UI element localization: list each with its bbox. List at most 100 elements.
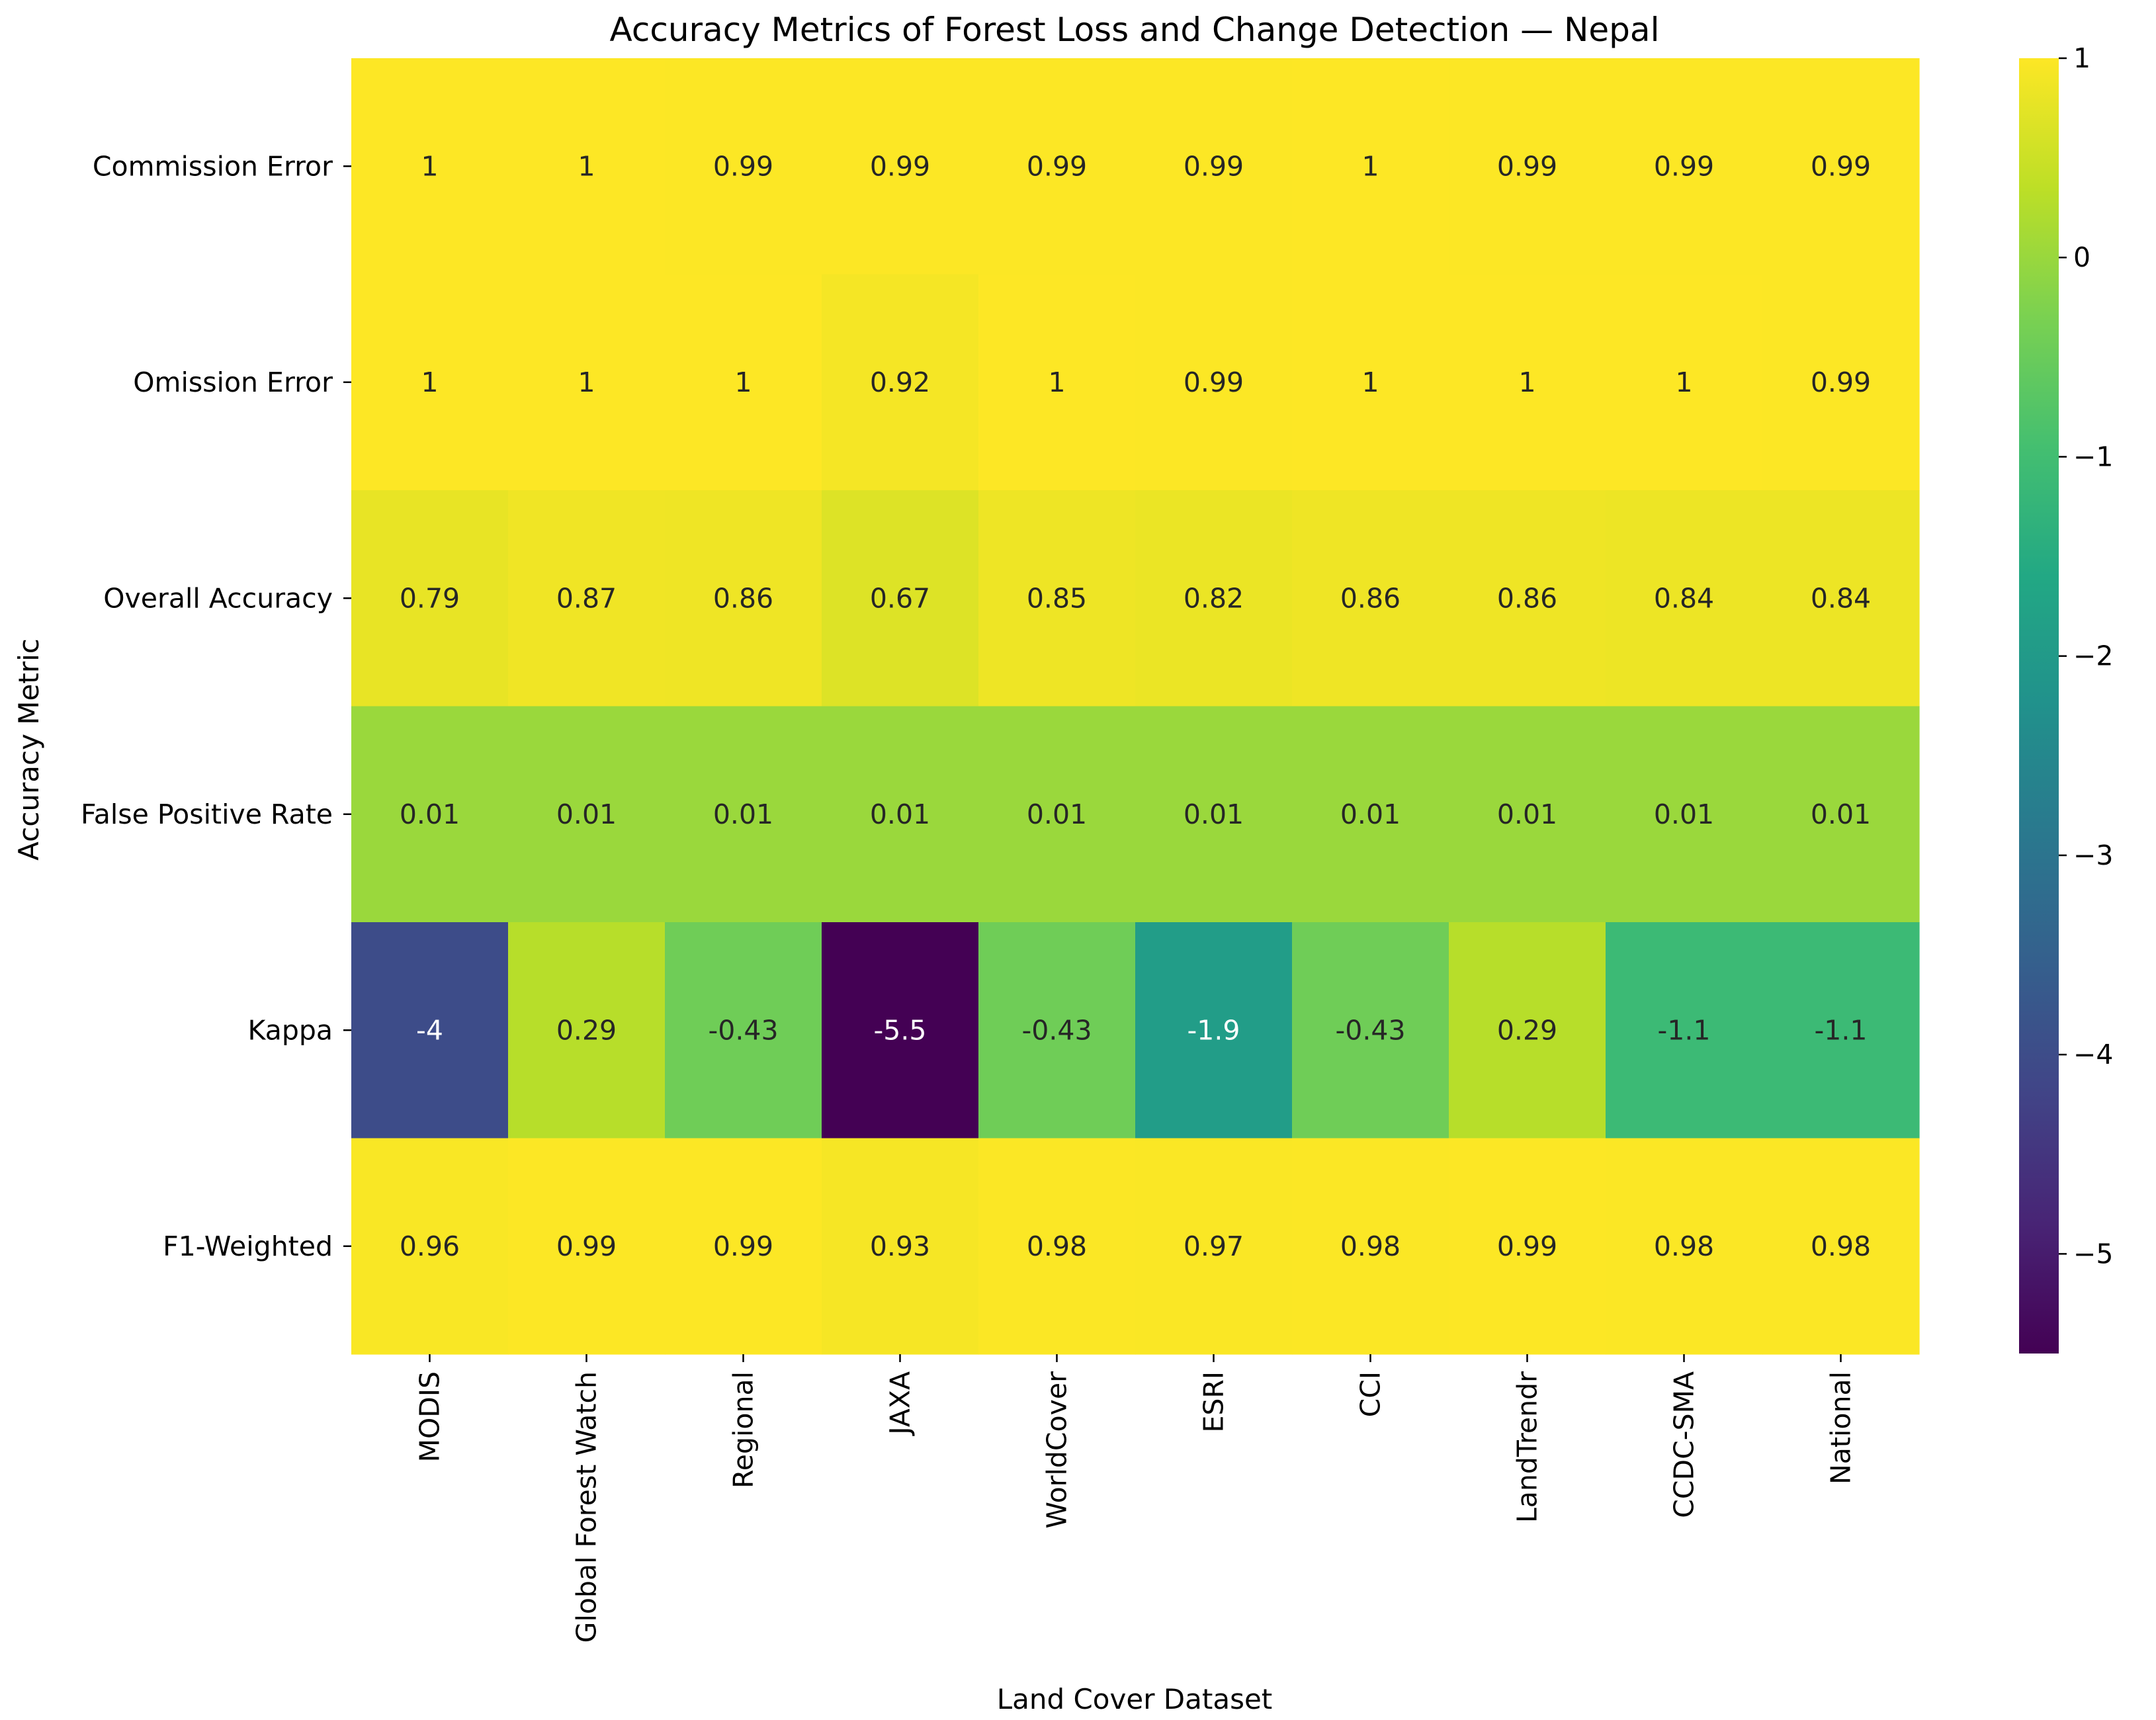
- heatmap-cell: [978, 274, 1136, 491]
- x-tick-label: Global Forest Watch: [571, 1371, 603, 1643]
- colorbar-tick-label: 1: [2073, 42, 2091, 74]
- heatmap-cell: [665, 1138, 822, 1355]
- cell-value-label: 1: [1361, 366, 1379, 398]
- heatmap-cell: [351, 274, 509, 491]
- cell-value-label: 1: [1675, 366, 1692, 398]
- cell-value-label: 1: [734, 366, 752, 398]
- cell-value-label: -0.43: [708, 1014, 778, 1046]
- heatmap-cell: [1606, 922, 1763, 1139]
- heatmap-cell: [978, 490, 1136, 707]
- heatmap-cell: [1762, 58, 1920, 275]
- cell-value-label: 0.01: [870, 798, 930, 830]
- cell-value-label: -1.9: [1187, 1014, 1240, 1046]
- heatmap-cell: [1606, 58, 1763, 275]
- cell-value-label: 0.87: [556, 582, 617, 614]
- x-tick-label: ESRI: [1198, 1371, 1230, 1433]
- y-tick-label: Kappa: [248, 1014, 333, 1046]
- cell-value-label: 0.86: [713, 582, 773, 614]
- x-tick-label: MODIS: [414, 1371, 446, 1462]
- cell-value-label: 0.01: [1497, 798, 1557, 830]
- heatmap-cell: [508, 58, 666, 275]
- x-tick-label: CCI: [1355, 1371, 1387, 1417]
- heatmap-cell: [1292, 58, 1449, 275]
- cell-value-label: 1: [1048, 366, 1065, 398]
- heatmap-cell: [1606, 1138, 1763, 1355]
- heatmap-cell: [1135, 490, 1293, 707]
- cell-value-label: 0.01: [1340, 798, 1401, 830]
- colorbar-ticks: 1 0 −1 −2 −3 −4 −5: [2059, 42, 2113, 1269]
- cell-value-label: 0.01: [1654, 798, 1714, 830]
- cell-value-label: 0.84: [1811, 582, 1871, 614]
- cell-value-label: 0.01: [1027, 798, 1087, 830]
- heatmap-cell: [665, 58, 822, 275]
- heatmap-cell: [1292, 1138, 1449, 1355]
- heatmap-cell: [1606, 274, 1763, 491]
- y-tick-label: False Positive Rate: [81, 798, 333, 830]
- cell-value-label: -4: [416, 1014, 443, 1046]
- cell-value-label: 0.99: [1027, 150, 1087, 182]
- heatmap-cell: [1762, 274, 1920, 491]
- heatmap-cell: [978, 58, 1136, 275]
- cell-value-label: -1.1: [1658, 1014, 1711, 1046]
- heatmap-cell: [1135, 1138, 1293, 1355]
- cell-value-label: 0.86: [1497, 582, 1557, 614]
- cell-value-label: 0.01: [1811, 798, 1871, 830]
- heatmap-cell: [1135, 58, 1293, 275]
- heatmap-cell: [508, 1138, 666, 1355]
- cell-value-label: 0.82: [1184, 582, 1244, 614]
- chart-title: Accuracy Metrics of Forest Loss and Chan…: [610, 11, 1660, 49]
- cell-value-label: 0.99: [1184, 366, 1244, 398]
- y-axis-label: Accuracy Metric: [13, 638, 45, 861]
- heatmap-cell: [1292, 490, 1449, 707]
- x-tick-label: CCDC-SMA: [1668, 1371, 1700, 1518]
- cell-value-label: 1: [421, 366, 438, 398]
- cell-value-label: 0.84: [1654, 582, 1714, 614]
- colorbar-tick-label: −1: [2073, 441, 2113, 472]
- y-tick-label: Omission Error: [133, 366, 333, 398]
- y-tick-label: Overall Accuracy: [103, 582, 333, 614]
- cell-value-label: -0.43: [1021, 1014, 1092, 1046]
- heatmap-cell: [1449, 490, 1606, 707]
- cell-value-label: 0.29: [1497, 1014, 1557, 1046]
- cell-value-label: 0.99: [1497, 1230, 1557, 1262]
- x-tick-label: WorldCover: [1041, 1371, 1073, 1529]
- heatmap-cell: [665, 706, 822, 923]
- heatmap-cell: [822, 490, 979, 707]
- x-tick-label: Regional: [728, 1371, 759, 1488]
- cell-value-label: 0.97: [1184, 1230, 1244, 1262]
- cell-value-label: 0.85: [1027, 582, 1087, 614]
- heatmap-cell: [351, 1138, 509, 1355]
- heatmap-cell: [1762, 490, 1920, 707]
- cell-value-label: 1: [1361, 150, 1379, 182]
- cell-value-label: 0.99: [870, 150, 930, 182]
- heatmap-cell: [822, 274, 979, 491]
- x-axis-label: Land Cover Dataset: [997, 1683, 1273, 1715]
- cell-value-label: 0.79: [400, 582, 460, 614]
- heatmap-cell: [351, 490, 509, 707]
- heatmap-cell: [1449, 58, 1606, 275]
- heatmap-cell: [508, 922, 666, 1139]
- heatmap-cell: [508, 274, 666, 491]
- heatmap-cells: 1 1 0.99 0.99 0.99 0.99 1 0.99 0.99 0.99 1 1 1 0.92 1 0…: [351, 58, 1920, 1355]
- cell-value-label: 0.99: [713, 1230, 773, 1262]
- cell-value-label: 0.96: [400, 1230, 460, 1262]
- heatmap-cell: [1292, 274, 1449, 491]
- cell-value-label: 0.98: [1654, 1230, 1714, 1262]
- heatmap-cell: [1292, 706, 1449, 923]
- heatmap-cell: [665, 922, 822, 1139]
- cell-value-label: 0.86: [1340, 582, 1401, 614]
- heatmap-cell: [978, 706, 1136, 923]
- heatmap-cell: [1762, 1138, 1920, 1355]
- cell-value-label: 0.92: [870, 366, 930, 398]
- heatmap-cell: [1449, 1138, 1606, 1355]
- cell-value-label: 0.99: [713, 150, 773, 182]
- cell-value-label: 0.99: [1497, 150, 1557, 182]
- cell-value-label: 0.01: [556, 798, 617, 830]
- cell-value-label: 0.93: [870, 1230, 930, 1262]
- x-tick-label: JAXA: [884, 1371, 916, 1437]
- heatmap-cell: [665, 274, 822, 491]
- heatmap-cell: [1449, 706, 1606, 923]
- colorbar: [2019, 58, 2059, 1354]
- cell-value-label: 0.98: [1811, 1230, 1871, 1262]
- cell-value-label: 1: [421, 150, 438, 182]
